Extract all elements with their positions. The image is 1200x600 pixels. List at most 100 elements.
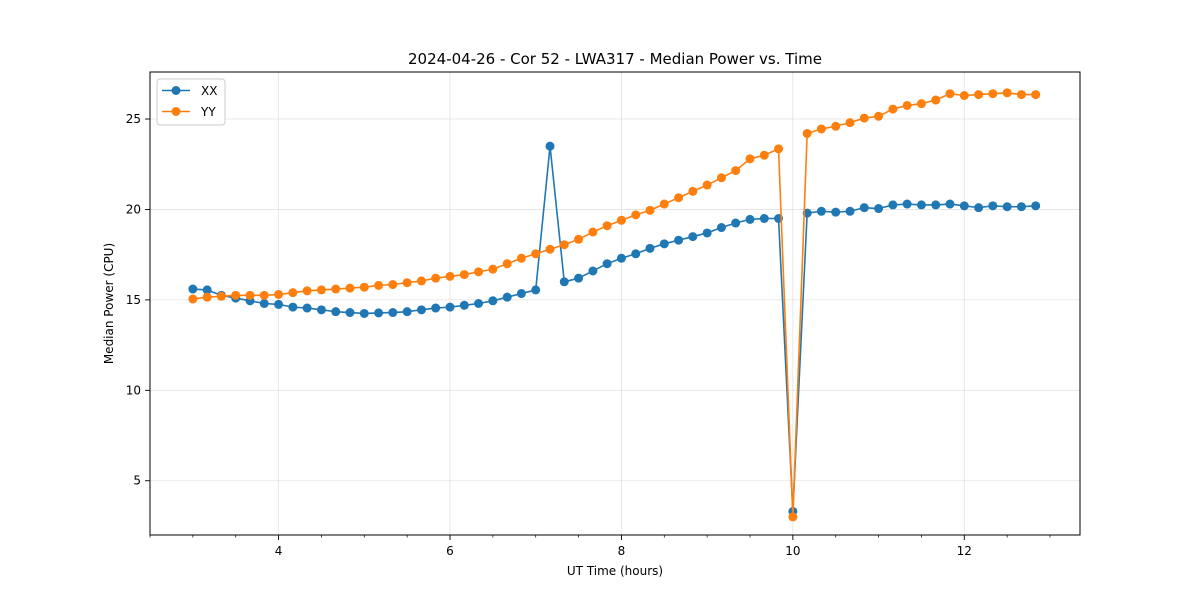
series-yy-point [402,278,412,288]
legend-xx-label: XX [201,84,217,98]
series-yy [188,88,1041,522]
series-xx-point [331,307,341,317]
series-xx-point [374,308,384,318]
series-yy-point [1016,90,1026,100]
series-yy-point [816,124,826,134]
series-yy-point [731,166,741,176]
legend-yy-marker [171,107,181,116]
series-yy-point [888,104,898,114]
series-xx-point [645,243,655,253]
series-xx-point [616,253,626,263]
series-xx-point [888,200,898,210]
series-xx-point [345,308,355,318]
series-yy-point [288,288,298,298]
series-yy-point [359,282,369,292]
series-yy-point [316,285,326,295]
series-xx-point [902,199,912,209]
series-yy-point [231,290,241,300]
y-axis-label: Median Power (CPU) [102,243,116,364]
series-yy-point [588,227,598,237]
series-xx-point [745,214,755,224]
series-yy-point [688,186,698,196]
series-yy-point [931,95,941,105]
series-xx-point [545,141,555,151]
series-yy-point [716,173,726,183]
series-xx-point [916,200,926,210]
series-xx-point [416,305,426,315]
x-tick-label: 10 [785,544,800,558]
series-xx-point [731,218,741,228]
series-yy-point [474,267,484,277]
x-tick-label: 8 [618,544,626,558]
series-yy-point [616,215,626,225]
series-xx-point [488,296,498,306]
y-tick-label: 15 [126,293,141,307]
series-yy-point [188,294,198,304]
series-xx-point [831,207,841,217]
series-xx-point [531,285,541,295]
x-tick-label: 6 [446,544,454,558]
series-xx-point [716,223,726,233]
series-xx-point [1002,202,1012,212]
series-yy-point [702,180,712,190]
series-layer [188,88,1041,522]
series-yy-point [831,121,841,131]
y-tick-label: 20 [126,202,141,216]
series-xx-point [259,299,269,308]
series-xx-point [559,277,569,287]
series-xx-point [688,232,698,242]
series-xx-point [474,299,484,308]
series-yy-point [631,210,641,220]
series-yy-point [388,280,398,290]
series-yy-point [416,276,426,286]
series-xx-point [1031,201,1041,211]
series-xx-point [702,228,712,238]
series-yy-point [331,284,341,294]
series-xx-point [445,302,455,312]
series-yy-point [945,89,955,99]
series-yy-point [859,113,869,123]
series-xx-point [316,305,326,315]
series-yy-point [788,512,798,522]
series-xx-point [974,203,984,213]
series-yy-point [216,291,226,301]
chart-title: 2024-04-26 - Cor 52 - LWA317 - Median Po… [408,50,822,68]
series-yy-point [345,283,355,293]
series-xx-point [874,204,884,214]
series-xx-point [288,302,298,312]
series-yy-point [559,240,569,250]
series-yy-point [774,144,784,154]
series-yy-point [274,289,284,299]
series-xx-point [431,303,441,313]
series-yy-point [916,99,926,109]
series-yy-point [502,259,512,269]
plot-area [150,72,1080,535]
series-xx-point [274,299,284,309]
series-yy-point [802,128,812,138]
series-yy-point [302,286,312,296]
series-yy-point [759,150,769,160]
series-yy-point [659,199,669,209]
series-yy-point [574,234,584,244]
legend-yy-label: YY [200,105,216,119]
series-yy-point [516,253,526,263]
axis-ticks: 4 6 8 10 12 5 10 15 20 25 [126,112,1051,558]
series-xx-point [988,201,998,211]
series-xx-point [574,273,584,283]
series-yy-point [459,270,469,280]
series-xx-point [402,307,412,317]
series-xx-point [1016,202,1026,212]
series-xx-point [931,200,941,210]
series-xx-point [516,289,526,299]
series-xx-point [845,206,855,216]
legend-xx-marker [171,86,181,95]
series-yy-point [488,264,498,274]
series-yy-point [431,273,441,283]
series-yy-point [674,193,684,203]
series-yy-point [545,244,555,254]
series-xx-point [659,239,669,249]
series-yy-point [874,111,884,121]
series-yy-point [1031,90,1041,100]
series-xx-point [959,201,969,211]
